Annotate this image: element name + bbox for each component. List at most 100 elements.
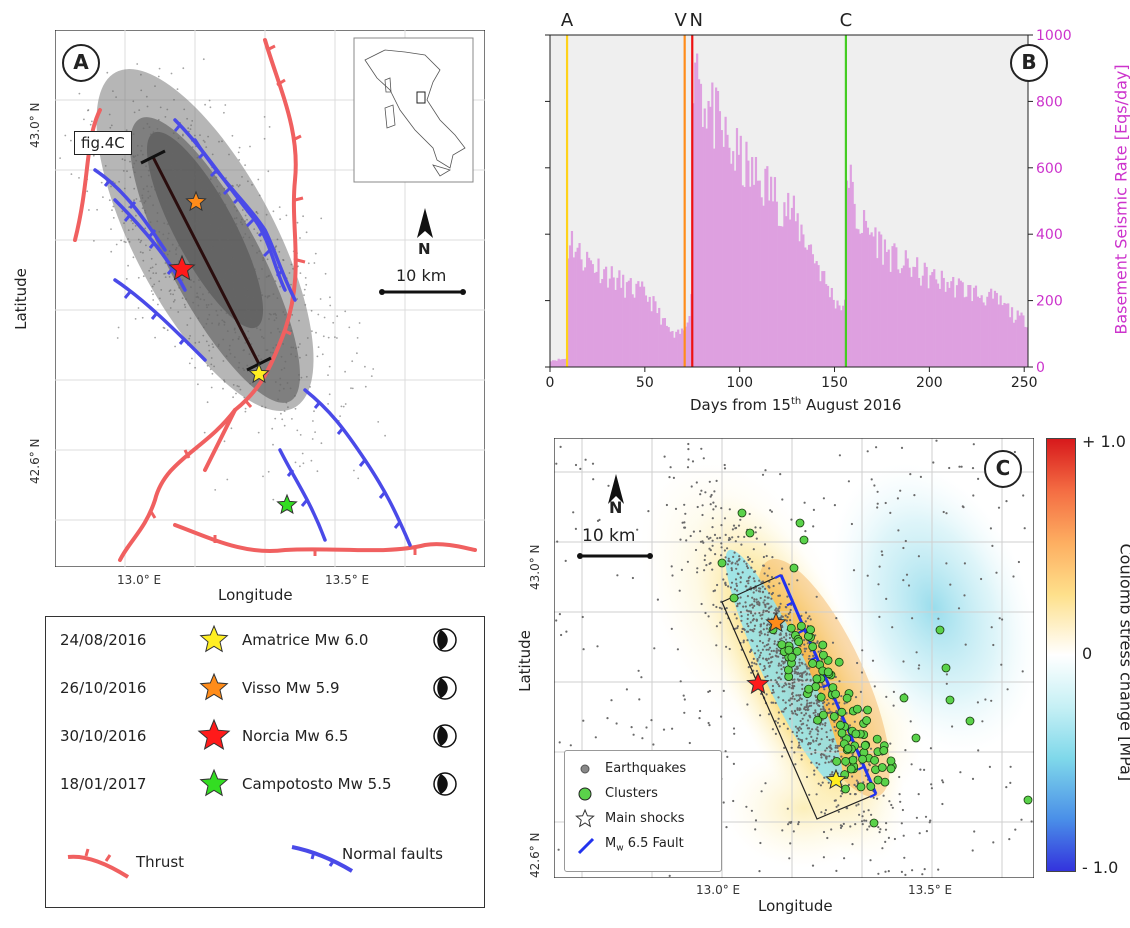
x-tick-label-2: 100: [726, 375, 753, 391]
rate-bar: [627, 280, 630, 367]
rate-bar: [722, 146, 725, 367]
legend-c-mainshocks: Main shocks: [605, 811, 685, 826]
mainshock-star-3: [276, 493, 298, 515]
rate-bar: [728, 147, 731, 367]
legend-c-symbols: [575, 764, 595, 855]
rate-bar: [697, 79, 701, 367]
y-tick-label-0: 0: [1036, 360, 1045, 376]
y-tick-label-5: 1000: [1036, 28, 1072, 44]
rate-bar: [595, 271, 598, 367]
rate-bar: [927, 288, 930, 367]
rate-bar: [696, 53, 699, 368]
rate-bar: [798, 241, 801, 367]
rate-bar: [940, 270, 943, 367]
rate-bar: [610, 266, 613, 367]
rate-bar: [823, 271, 826, 367]
legend-c: Earthquakes Clusters Main shocks Mw 6.5 …: [564, 750, 722, 872]
rate-bar: [857, 229, 860, 367]
rate-bar: [1022, 315, 1025, 367]
rate-bar: [889, 271, 892, 367]
colorbar-tick-min: - 1.0: [1082, 858, 1119, 877]
legend-c-clusters: Clusters: [605, 786, 658, 801]
rate-bar: [745, 141, 748, 367]
legend-a-name-2: Norcia Mw 6.5: [242, 727, 349, 745]
legend-a-date-2: 30/10/2016: [60, 727, 147, 745]
rate-bar: [561, 359, 564, 367]
rate-bar: [993, 290, 997, 367]
rate-bar: [699, 83, 703, 368]
rate-bar: [688, 315, 691, 367]
rate-bar: [741, 185, 744, 367]
rate-bar: [642, 286, 646, 367]
rate-bar: [972, 287, 976, 367]
rate-bar: [804, 247, 807, 367]
rate-bar: [667, 327, 670, 367]
rate-bar: [931, 272, 934, 367]
rate-bar: [766, 166, 769, 367]
legend-a-name-1: Visso Mw 5.9: [242, 679, 340, 697]
rate-bar: [990, 288, 993, 367]
rate-bar: [705, 128, 708, 367]
rate-bar: [1016, 310, 1019, 367]
rate-bar: [952, 276, 955, 367]
rate-bar: [559, 359, 562, 367]
rate-bar: [1012, 322, 1016, 367]
rate-bar: [976, 296, 979, 367]
c-lon-tick-130: 13.0° E: [696, 883, 741, 897]
rate-bar: [921, 275, 924, 367]
rate-bar: [1024, 326, 1027, 367]
rate-bar: [646, 301, 649, 367]
rate-bar: [1014, 319, 1017, 367]
xlabel-a: Longitude: [218, 586, 293, 604]
normal-fault-teeth: [103, 124, 402, 529]
legend-a-star-icon-0: [199, 624, 229, 653]
rate-bar: [747, 160, 750, 367]
scale-label-a: 10 km: [396, 266, 447, 285]
panel-c: C N 10 km 43.0° N 42.6° N 13.0° E 13.5° …: [500, 430, 1130, 928]
rate-bar: [616, 277, 619, 367]
rate-bar: [997, 304, 1000, 367]
rate-bar: [650, 311, 653, 367]
rate-bar: [946, 281, 949, 367]
panel-a-letter: A: [62, 44, 100, 82]
rate-bar: [851, 181, 854, 367]
legend-a-name-3: Campotosto Mw 5.5: [242, 775, 392, 793]
normal-legend-label: Normal faults: [342, 845, 443, 863]
rate-bar: [762, 205, 765, 367]
rate-bar: [967, 285, 970, 367]
seismicity-cloud: [59, 58, 386, 501]
rate-bar: [1026, 327, 1029, 367]
rate-bar: [641, 281, 644, 367]
rate-bar: [735, 128, 739, 367]
rate-bar: [622, 274, 625, 367]
xlabel-c: Longitude: [758, 897, 833, 915]
thrust-faults: [73, 38, 477, 562]
rate-bar: [849, 164, 852, 367]
rate-bar: [764, 168, 767, 367]
rate-bar: [591, 264, 594, 367]
rate-bar: [574, 251, 577, 367]
rate-bar: [872, 236, 875, 367]
legend-a-star-icon-1: [199, 672, 229, 701]
rate-bar: [633, 297, 636, 367]
rate-bar: [923, 262, 926, 367]
normal-legend-symbol: [291, 845, 354, 873]
ylabel-c: Latitude: [515, 630, 534, 692]
lon-tick-130: 13.0° E: [117, 573, 162, 587]
rate-bar: [821, 271, 824, 367]
rate-bar: [948, 287, 951, 367]
focal-mechanism-icon-2: [433, 724, 457, 748]
rate-bar: [568, 245, 572, 367]
panel-c-letter: C: [984, 450, 1022, 488]
rate-bar: [887, 249, 890, 367]
rate-bar: [811, 254, 814, 367]
rate-bar: [925, 266, 928, 367]
mainshock-star-c-1: [765, 611, 787, 633]
y-tick-label-1: 200: [1036, 294, 1063, 310]
rate-bar: [1007, 303, 1010, 367]
rate-bar: [749, 186, 752, 367]
panel-a-map: [55, 30, 485, 567]
rate-bar: [908, 267, 911, 367]
rate-bar: [986, 296, 989, 367]
rate-bar: [880, 234, 883, 367]
